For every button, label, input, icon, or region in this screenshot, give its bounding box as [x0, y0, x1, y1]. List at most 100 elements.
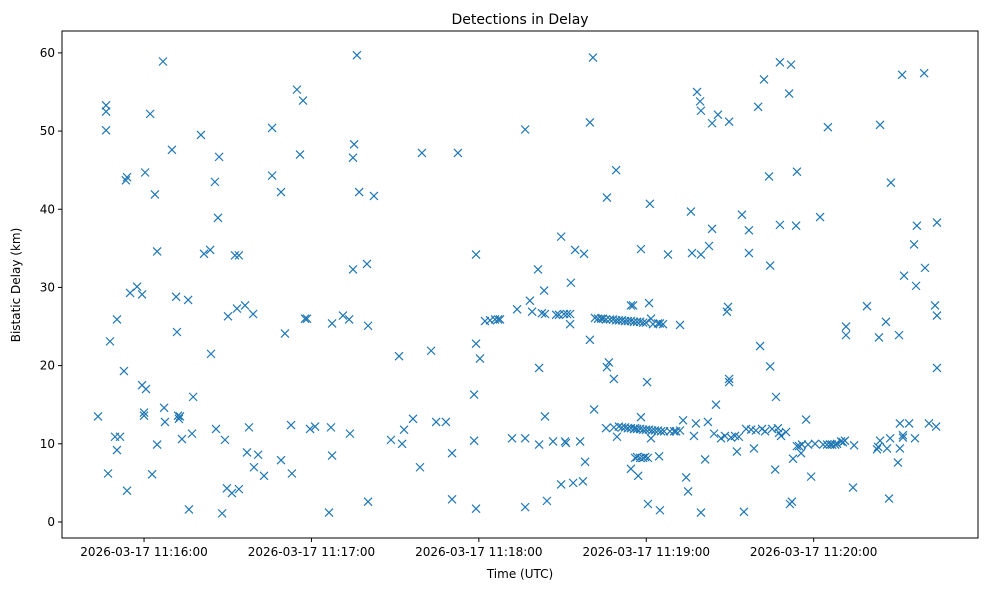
data-point	[897, 70, 907, 80]
data-point	[441, 417, 451, 427]
data-point	[895, 444, 905, 453]
data-point	[310, 422, 320, 432]
data-point	[431, 417, 441, 427]
data-point	[112, 315, 122, 324]
data-point	[158, 57, 168, 66]
data-point	[770, 465, 780, 475]
data-point	[534, 440, 544, 449]
data-point	[302, 314, 312, 324]
data-point	[242, 447, 252, 457]
data-point	[103, 469, 113, 478]
data-point	[644, 298, 654, 308]
data-point	[495, 315, 505, 324]
data-point	[426, 346, 436, 356]
data-point	[689, 431, 699, 441]
data-point	[175, 412, 185, 421]
data-point	[720, 431, 730, 441]
data-point	[223, 311, 233, 321]
data-point	[894, 330, 904, 340]
data-point	[775, 57, 785, 67]
data-point	[771, 392, 781, 402]
data-point	[686, 207, 696, 217]
data-point	[585, 335, 595, 345]
data-point	[636, 244, 646, 254]
y-tick-label: 20	[40, 359, 55, 373]
y-tick-label: 30	[40, 280, 55, 294]
data-point	[760, 426, 770, 436]
plot-frame	[61, 30, 979, 539]
data-point	[234, 250, 244, 260]
data-point	[112, 445, 122, 455]
data-point	[520, 433, 530, 443]
data-point	[137, 290, 147, 299]
data-point	[471, 339, 481, 349]
data-point	[121, 175, 131, 185]
data-point	[565, 309, 575, 319]
data-point	[267, 171, 277, 181]
data-point	[139, 411, 149, 421]
data-point	[578, 476, 588, 486]
data-point	[363, 321, 373, 331]
data-point	[873, 442, 883, 452]
data-point	[493, 315, 503, 324]
data-point	[352, 50, 362, 60]
data-point	[882, 444, 892, 453]
data-point	[904, 419, 914, 428]
data-point	[122, 486, 132, 496]
data-point	[849, 440, 859, 450]
data-point	[713, 110, 723, 120]
data-point	[875, 120, 885, 130]
data-point	[636, 412, 646, 422]
data-point	[611, 165, 621, 175]
data-point	[160, 417, 170, 427]
data-point	[568, 478, 578, 488]
data-point	[453, 148, 463, 158]
chart-title: Detections in Delay	[451, 12, 588, 28]
data-point	[601, 423, 611, 433]
data-point	[656, 426, 666, 436]
data-point	[598, 314, 608, 324]
data-point	[172, 327, 182, 337]
data-point	[298, 96, 308, 106]
data-point	[150, 189, 160, 199]
data-point	[895, 419, 905, 428]
data-point	[724, 377, 734, 387]
data-point	[575, 437, 585, 446]
data-point	[580, 457, 590, 467]
data-point	[716, 433, 726, 443]
data-point	[658, 319, 668, 329]
data-point	[899, 271, 909, 281]
data-point	[692, 87, 702, 97]
data-point	[920, 263, 930, 273]
data-point	[447, 448, 457, 458]
data-point	[253, 450, 263, 460]
data-point	[551, 310, 561, 320]
data-point	[147, 469, 157, 479]
y-tick-label: 0	[47, 515, 55, 529]
data-point	[159, 403, 169, 413]
data-point	[556, 232, 566, 242]
data-point	[886, 178, 896, 188]
data-point	[796, 448, 806, 458]
data-point	[696, 508, 706, 518]
data-point	[655, 318, 665, 328]
data-point	[709, 429, 719, 439]
data-point	[324, 508, 334, 518]
data-point	[841, 330, 851, 340]
data-point	[512, 304, 522, 314]
data-point	[732, 447, 742, 457]
data-point	[556, 480, 566, 489]
data-point	[912, 221, 922, 231]
data-point	[349, 139, 359, 149]
data-point	[630, 423, 640, 433]
data-point	[840, 436, 850, 446]
data-point	[326, 422, 336, 432]
data-point	[910, 433, 920, 443]
x-tick-label: 2026-03-17 11:18:00	[415, 545, 542, 559]
data-point	[348, 265, 358, 274]
data-point	[806, 472, 816, 482]
data-point	[696, 106, 706, 116]
data-point	[475, 354, 485, 364]
data-point	[217, 508, 227, 518]
data-point	[119, 366, 129, 376]
